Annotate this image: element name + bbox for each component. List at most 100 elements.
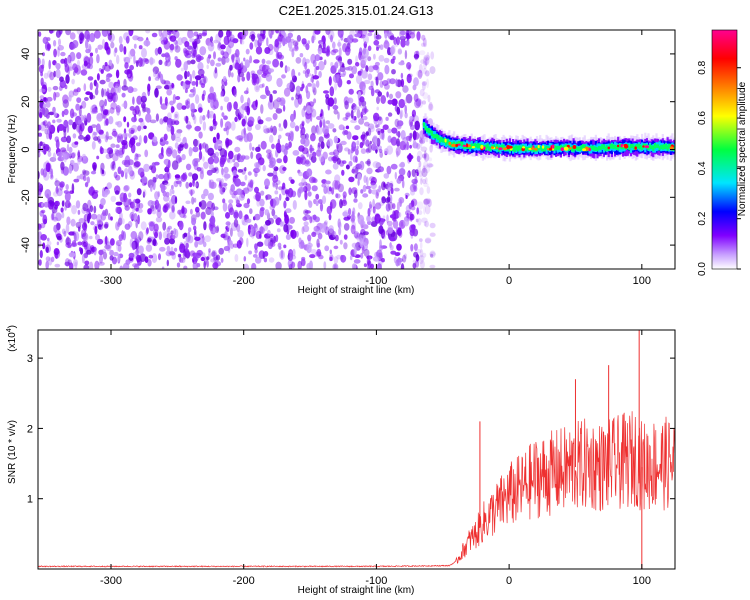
noise-speck bbox=[259, 198, 265, 207]
noise-speck bbox=[365, 185, 371, 190]
noise-speck bbox=[301, 38, 307, 45]
noise-speck bbox=[367, 45, 372, 52]
noise-speck bbox=[97, 114, 103, 120]
noise-speck bbox=[197, 68, 205, 76]
noise-speck bbox=[117, 244, 122, 252]
noise-speck bbox=[165, 140, 169, 145]
noise-speck bbox=[239, 137, 243, 142]
noise-speck bbox=[333, 245, 339, 250]
noise-speck bbox=[345, 66, 351, 71]
noise-speck bbox=[296, 85, 301, 95]
noise-speck bbox=[264, 47, 271, 54]
noise-speck bbox=[144, 149, 149, 158]
noise-speck bbox=[372, 64, 378, 69]
noise-speck bbox=[354, 33, 361, 38]
noise-speck bbox=[419, 187, 424, 196]
noise-speck bbox=[386, 78, 391, 84]
noise-speck bbox=[171, 189, 175, 195]
noise-speck bbox=[123, 116, 127, 123]
noise-speck bbox=[165, 202, 171, 210]
noise-speck bbox=[54, 208, 58, 215]
noise-speck bbox=[238, 210, 243, 220]
noise-speck bbox=[88, 189, 91, 194]
noise-speck bbox=[181, 205, 185, 214]
noise-speck bbox=[105, 91, 110, 97]
noise-speck bbox=[241, 168, 246, 175]
noise-speck bbox=[220, 90, 224, 97]
noise-speck bbox=[57, 45, 64, 51]
noise-speck bbox=[225, 139, 233, 146]
noise-speck bbox=[351, 210, 355, 220]
noise-speck bbox=[160, 138, 163, 143]
noise-speck bbox=[82, 175, 87, 182]
noise-speck bbox=[415, 253, 420, 262]
noise-speck bbox=[315, 80, 320, 88]
noise-speck bbox=[247, 171, 252, 176]
noise-speck bbox=[234, 146, 241, 153]
noise-speck bbox=[383, 173, 390, 179]
noise-speck bbox=[313, 178, 318, 184]
signal-cell bbox=[469, 145, 472, 150]
noise-speck bbox=[418, 63, 423, 74]
noise-speck bbox=[131, 241, 136, 251]
noise-speck bbox=[413, 93, 419, 103]
noise-speck bbox=[303, 105, 307, 111]
noise-speck bbox=[208, 125, 213, 132]
noise-speck bbox=[294, 41, 299, 50]
noise-speck bbox=[428, 163, 434, 168]
noise-speck bbox=[169, 188, 172, 197]
noise-speck bbox=[411, 198, 418, 207]
noise-speck bbox=[362, 47, 366, 55]
noise-speck bbox=[313, 36, 317, 40]
noise-speck bbox=[166, 227, 171, 233]
snr-scale-prefix: (x10 bbox=[7, 332, 18, 352]
noise-speck bbox=[356, 145, 359, 150]
noise-speck bbox=[162, 30, 168, 40]
noise-speck bbox=[96, 54, 100, 64]
noise-speck bbox=[376, 46, 379, 51]
noise-speck bbox=[234, 178, 241, 187]
noise-speck bbox=[238, 194, 245, 201]
noise-speck bbox=[396, 201, 400, 212]
noise-speck bbox=[60, 207, 64, 213]
noise-speck bbox=[183, 214, 187, 219]
noise-speck bbox=[358, 118, 365, 125]
noise-speck bbox=[84, 30, 90, 40]
noise-speck bbox=[269, 233, 274, 241]
noise-speck bbox=[283, 119, 288, 129]
noise-speck bbox=[213, 113, 216, 123]
noise-speck bbox=[162, 221, 167, 231]
noise-speck bbox=[217, 57, 222, 62]
noise-speck bbox=[353, 259, 361, 264]
noise-speck bbox=[161, 146, 164, 156]
noise-speck bbox=[105, 131, 109, 141]
noise-speck bbox=[398, 98, 406, 109]
noise-speck bbox=[318, 136, 324, 143]
noise-speck bbox=[47, 70, 53, 78]
noise-speck bbox=[422, 100, 426, 105]
noise-speck bbox=[207, 192, 214, 201]
noise-speck bbox=[315, 227, 321, 235]
noise-speck bbox=[396, 177, 402, 184]
noise-speck bbox=[416, 70, 424, 78]
signal-cell bbox=[488, 146, 491, 151]
noise-speck bbox=[278, 123, 281, 128]
noise-speck bbox=[102, 110, 107, 120]
noise-speck bbox=[96, 219, 103, 226]
noise-speck bbox=[219, 186, 226, 195]
signal-peak bbox=[623, 143, 628, 148]
noise-speck bbox=[124, 155, 131, 165]
noise-speck bbox=[164, 84, 170, 90]
noise-speck bbox=[53, 48, 57, 58]
noise-speck bbox=[379, 80, 384, 88]
noise-speck bbox=[424, 150, 427, 160]
noise-speck bbox=[330, 34, 333, 43]
noise-speck bbox=[145, 244, 153, 252]
noise-speck bbox=[319, 113, 323, 117]
noise-speck bbox=[334, 82, 338, 91]
signal-cell bbox=[629, 144, 633, 153]
noise-speck bbox=[67, 244, 72, 249]
noise-speck bbox=[229, 31, 233, 36]
noise-speck bbox=[100, 212, 107, 221]
